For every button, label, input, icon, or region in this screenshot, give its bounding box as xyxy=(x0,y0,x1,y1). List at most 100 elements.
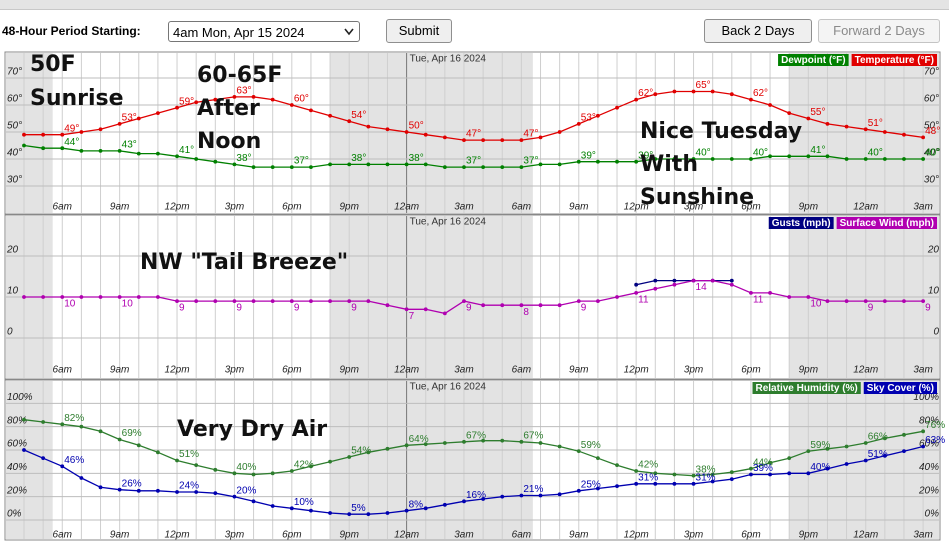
series-line xyxy=(23,445,924,515)
value-label: 48° xyxy=(925,126,940,137)
x-tick-label: 6pm xyxy=(282,365,301,376)
data-point xyxy=(749,291,753,295)
y-tick-label: 80% xyxy=(7,415,27,426)
data-point xyxy=(366,124,371,129)
legend-swatch xyxy=(836,217,937,229)
y-tick-label: 70° xyxy=(7,67,22,78)
data-point xyxy=(60,422,65,427)
data-point xyxy=(768,460,772,465)
data-point xyxy=(576,159,581,164)
data-point xyxy=(232,471,237,476)
data-point xyxy=(825,299,830,303)
data-point xyxy=(921,429,926,434)
data-point xyxy=(98,429,103,434)
period-select[interactable]: 4am Mon, Apr 15 2024 xyxy=(168,21,360,42)
data-point xyxy=(194,490,199,494)
data-point xyxy=(844,157,849,161)
data-point xyxy=(576,299,581,303)
value-label: 41° xyxy=(179,145,194,156)
value-label: 40% xyxy=(236,462,256,473)
data-point xyxy=(251,299,256,303)
value-label: 51% xyxy=(179,449,199,460)
data-point xyxy=(98,295,103,299)
data-point xyxy=(213,159,218,164)
x-tick-label: 6pm xyxy=(282,202,301,213)
data-point xyxy=(749,472,753,477)
data-point xyxy=(691,157,696,161)
data-point xyxy=(347,162,352,167)
data-point xyxy=(98,485,103,490)
data-point xyxy=(710,472,715,477)
data-point xyxy=(41,420,46,424)
data-point xyxy=(347,455,352,459)
data-point xyxy=(442,502,447,507)
y-tick-label: 20% xyxy=(6,485,27,496)
y-tick-label-right: 10 xyxy=(928,286,940,297)
data-point xyxy=(576,488,581,493)
value-label: 59% xyxy=(810,440,830,451)
legend-label: Dewpoint (°F) xyxy=(781,55,846,66)
data-point xyxy=(481,165,486,170)
night-shade xyxy=(330,381,533,539)
y-tick-label-right: 40% xyxy=(919,462,939,473)
data-point xyxy=(442,441,447,445)
data-point xyxy=(710,278,715,283)
data-point xyxy=(117,295,122,299)
y-tick-label-right: 0 xyxy=(933,327,939,338)
data-point xyxy=(366,299,371,303)
data-point xyxy=(462,439,466,444)
data-point xyxy=(691,481,696,486)
data-point xyxy=(596,456,600,461)
data-point xyxy=(882,299,887,303)
data-point xyxy=(117,122,122,126)
x-tick-label: 3pm xyxy=(684,530,703,541)
data-point xyxy=(538,135,543,140)
data-point xyxy=(557,303,562,308)
data-point xyxy=(634,159,639,164)
data-point xyxy=(519,138,524,143)
legend-swatch xyxy=(752,382,861,394)
data-point xyxy=(882,157,887,161)
data-point xyxy=(270,299,275,303)
x-tick-label: 3am xyxy=(913,530,932,541)
data-point xyxy=(366,450,371,455)
data-point xyxy=(806,295,811,299)
period-value[interactable]: 4am Mon, Apr 15 2024 xyxy=(173,25,305,40)
data-point xyxy=(328,459,332,464)
data-point xyxy=(596,159,600,164)
data-point xyxy=(596,299,600,303)
data-point xyxy=(385,511,390,515)
data-point xyxy=(557,162,562,167)
x-tick-label: 9am xyxy=(569,202,588,213)
y-tick-label-right: 80% xyxy=(919,415,939,426)
data-point xyxy=(787,456,792,461)
submit-button[interactable]: Submit xyxy=(386,19,452,43)
value-label: 59% xyxy=(581,440,601,451)
legend-swatch xyxy=(863,382,937,394)
legend-label: Relative Humidity (%) xyxy=(756,383,858,394)
legend-label: Surface Wind (mph) xyxy=(840,218,934,229)
data-point xyxy=(634,282,639,287)
forward-button[interactable]: Forward 2 Days xyxy=(818,19,940,43)
x-tick-label: 6am xyxy=(512,530,531,541)
value-label: 53° xyxy=(122,113,137,124)
annotation: Noon xyxy=(197,129,261,154)
data-point xyxy=(634,469,639,473)
night-shade xyxy=(789,53,939,213)
legend-swatch xyxy=(851,54,937,66)
back-button[interactable]: Back 2 Days xyxy=(704,19,812,43)
data-point xyxy=(404,307,409,312)
data-point xyxy=(634,97,639,102)
x-tick-label: 9am xyxy=(110,530,129,541)
value-label: 39° xyxy=(581,150,596,161)
data-point xyxy=(653,286,658,291)
legend-entry: Relative Humidity (%) xyxy=(752,382,861,394)
value-label: 55° xyxy=(810,107,825,118)
value-label: 11 xyxy=(638,295,649,306)
data-point xyxy=(289,299,294,303)
data-point xyxy=(825,466,830,471)
data-point xyxy=(385,303,390,308)
data-point xyxy=(634,291,639,295)
data-point xyxy=(653,471,658,476)
data-point xyxy=(232,494,237,499)
